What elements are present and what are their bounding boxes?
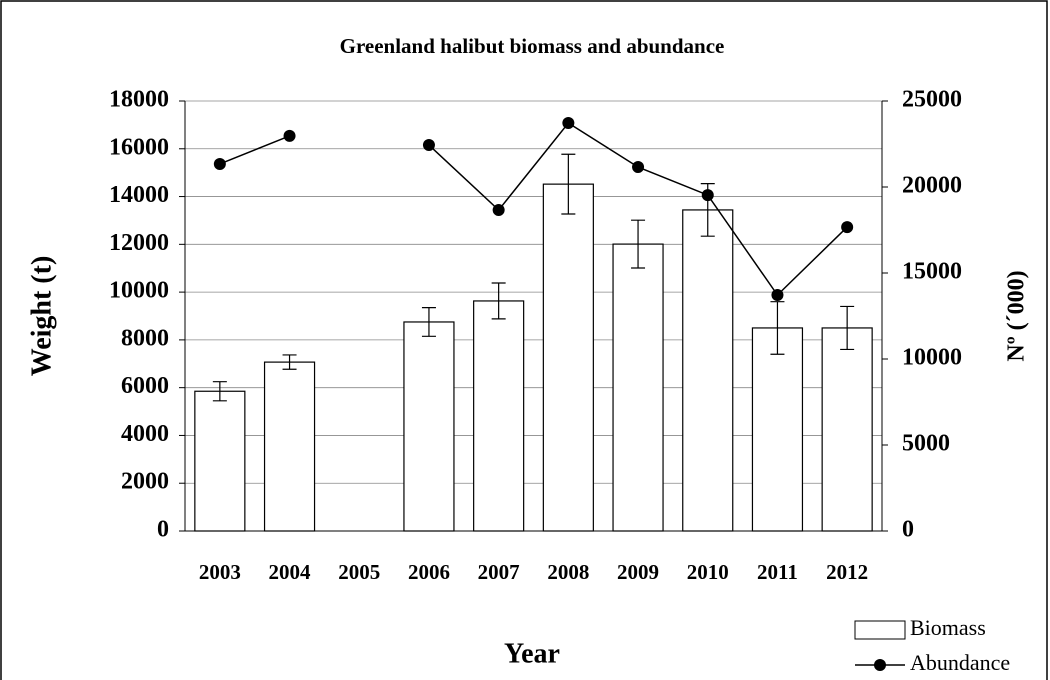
bar bbox=[194, 390, 246, 532]
y-tick-label: 10000 bbox=[109, 278, 169, 304]
y-tick-label: 4000 bbox=[121, 421, 169, 447]
point bbox=[771, 289, 784, 302]
y-tick-label: 18000 bbox=[109, 87, 169, 113]
y2-tick-label: 20000 bbox=[902, 173, 962, 199]
x-tick-label: 2012 bbox=[826, 560, 868, 584]
point bbox=[841, 221, 854, 234]
x-tick-label: 2003 bbox=[199, 560, 241, 584]
y2-tick-label: 10000 bbox=[902, 345, 962, 371]
y-tick-label: 12000 bbox=[109, 230, 169, 256]
x-tick-label: 2007 bbox=[478, 560, 520, 584]
error-bar bbox=[631, 219, 646, 269]
x-tick-label: 2011 bbox=[757, 560, 798, 584]
bar bbox=[473, 300, 525, 532]
error-bar bbox=[212, 381, 227, 402]
x-tick-label: 2009 bbox=[617, 560, 659, 584]
point bbox=[492, 204, 505, 217]
error-bar bbox=[770, 301, 785, 355]
bar bbox=[682, 209, 734, 532]
y-tick-label: 6000 bbox=[121, 373, 169, 399]
error-bar bbox=[840, 305, 855, 351]
y2-tick-label: 25000 bbox=[902, 87, 962, 113]
error-bar bbox=[421, 307, 436, 337]
legend-label: Biomass bbox=[910, 615, 986, 640]
error-bar bbox=[561, 153, 576, 215]
y2-axis-label: Nº (´000) bbox=[1004, 270, 1030, 361]
point bbox=[213, 157, 226, 170]
y-tick-label: 8000 bbox=[121, 325, 169, 351]
error-bar bbox=[491, 282, 506, 320]
x-tick-label: 2008 bbox=[547, 560, 589, 584]
bar bbox=[751, 327, 804, 532]
error-bar bbox=[282, 354, 297, 370]
y-tick-label: 14000 bbox=[109, 182, 169, 208]
legend-label: Abundance bbox=[910, 650, 1010, 675]
legend-swatch bbox=[854, 620, 906, 640]
bar bbox=[263, 361, 316, 532]
chart-title: Greenland halibut biomass and abundance bbox=[340, 34, 725, 58]
y2-tick-label: 0 bbox=[902, 517, 914, 543]
bar bbox=[403, 321, 455, 532]
point bbox=[632, 161, 645, 174]
y2-tick-label: 15000 bbox=[902, 259, 962, 285]
y-tick-label: 2000 bbox=[121, 469, 169, 495]
point bbox=[422, 139, 435, 152]
point bbox=[283, 129, 296, 142]
x-tick-label: 2005 bbox=[338, 560, 380, 584]
x-tick-label: 2010 bbox=[687, 560, 729, 584]
point bbox=[562, 117, 575, 130]
bar bbox=[821, 327, 873, 532]
y-tick-label: 16000 bbox=[109, 134, 169, 160]
legend-swatch bbox=[874, 659, 886, 671]
y-axis-label: Weight (t) bbox=[26, 256, 57, 377]
x-axis-label: Year bbox=[504, 638, 560, 669]
point bbox=[701, 189, 714, 202]
y2-tick-label: 5000 bbox=[902, 431, 950, 457]
x-tick-label: 2006 bbox=[408, 560, 450, 584]
x-tick-label: 2004 bbox=[269, 560, 312, 584]
y-tick-label: 0 bbox=[157, 517, 169, 543]
bar bbox=[612, 243, 664, 532]
bar bbox=[542, 183, 594, 532]
